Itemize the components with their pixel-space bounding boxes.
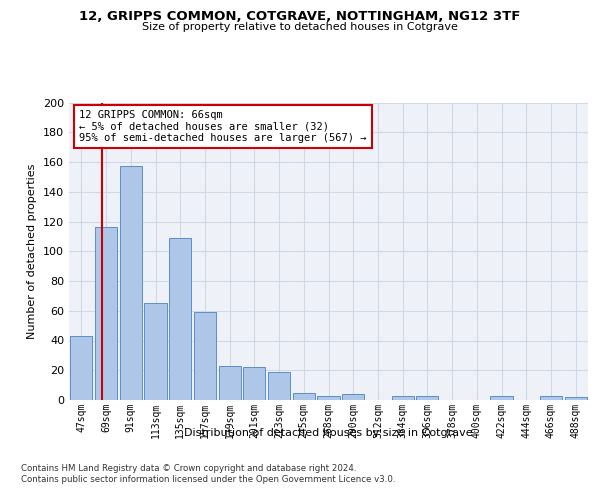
Text: 12 GRIPPS COMMON: 66sqm
← 5% of detached houses are smaller (32)
95% of semi-det: 12 GRIPPS COMMON: 66sqm ← 5% of detached… [79, 110, 367, 143]
Bar [317, 396, 340, 400]
Bar [119, 166, 142, 400]
Y-axis label: Number of detached properties: Number of detached properties [28, 164, 37, 339]
Bar [145, 304, 167, 400]
Bar [95, 228, 117, 400]
Bar [268, 372, 290, 400]
Bar [540, 396, 562, 400]
Bar [70, 336, 92, 400]
Bar [342, 394, 364, 400]
Text: Contains HM Land Registry data © Crown copyright and database right 2024.: Contains HM Land Registry data © Crown c… [21, 464, 356, 473]
Bar [416, 396, 439, 400]
Bar [490, 396, 512, 400]
Bar [169, 238, 191, 400]
Bar [293, 392, 315, 400]
Bar [243, 368, 265, 400]
Bar [218, 366, 241, 400]
Bar [565, 397, 587, 400]
Text: Distribution of detached houses by size in Cotgrave: Distribution of detached houses by size … [184, 428, 473, 438]
Bar [194, 312, 216, 400]
Text: Contains public sector information licensed under the Open Government Licence v3: Contains public sector information licen… [21, 475, 395, 484]
Text: 12, GRIPPS COMMON, COTGRAVE, NOTTINGHAM, NG12 3TF: 12, GRIPPS COMMON, COTGRAVE, NOTTINGHAM,… [79, 10, 521, 23]
Text: Size of property relative to detached houses in Cotgrave: Size of property relative to detached ho… [142, 22, 458, 32]
Bar [392, 396, 414, 400]
